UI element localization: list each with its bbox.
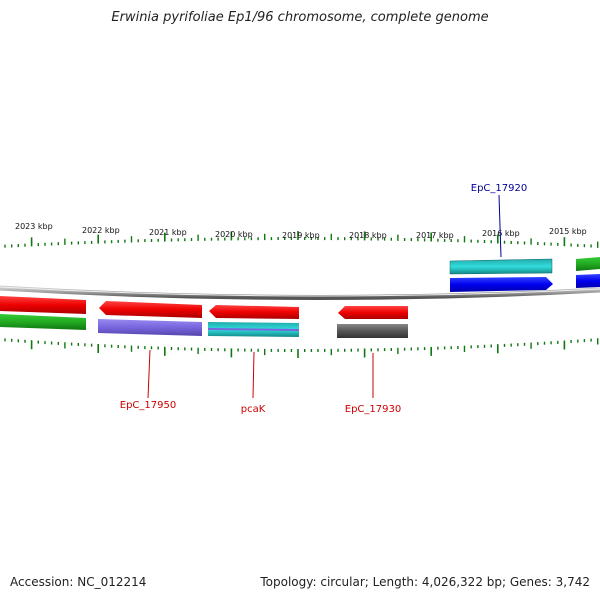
gene-pcaK-band bbox=[208, 328, 299, 331]
gene-label-EpC_17920[interactable]: EpC_17920 bbox=[471, 183, 527, 194]
gene-blue-forward-edge[interactable] bbox=[576, 274, 600, 288]
ruler-label-2015: 2015 kbp bbox=[549, 227, 587, 236]
ruler-label-2021: 2021 kbp bbox=[149, 228, 187, 237]
accession-text: Accession: NC_012214 bbox=[10, 575, 147, 589]
inner-ruler-ticks bbox=[4, 338, 599, 358]
gene-EpC_17920[interactable] bbox=[450, 277, 553, 292]
gene-label-EpC_17930[interactable]: EpC_17930 bbox=[345, 404, 401, 415]
gene-label-EpC_17950[interactable]: EpC_17950 bbox=[120, 400, 176, 411]
leader-pcaK bbox=[252, 351, 255, 399]
gene-red-3[interactable] bbox=[209, 305, 299, 319]
gene-red-4[interactable] bbox=[338, 306, 408, 319]
gene-red-left[interactable] bbox=[0, 296, 86, 314]
gene-red-2[interactable] bbox=[99, 301, 202, 318]
gene-cyan-forward[interactable] bbox=[449, 258, 553, 275]
outer-ruler-ticks bbox=[4, 231, 599, 248]
gene-green-left[interactable] bbox=[0, 314, 86, 330]
genome-summary-text: Topology: circular; Length: 4,026,322 bp… bbox=[260, 575, 590, 589]
ruler-label-2018: 2018 kbp bbox=[349, 231, 387, 240]
gene-EpC_17950[interactable] bbox=[98, 319, 202, 336]
chromosome-backbone-highlight bbox=[0, 286, 600, 297]
ruler-label-2022: 2022 kbp bbox=[82, 226, 120, 235]
gene-green-forward[interactable] bbox=[576, 257, 600, 271]
ruler-label-2016: 2016 kbp bbox=[482, 229, 520, 238]
leader-EpC_17950 bbox=[147, 349, 151, 399]
ruler-label-2019: 2019 kbp bbox=[282, 231, 320, 240]
gene-label-pcaK[interactable]: pcaK bbox=[241, 404, 266, 415]
ruler-labels: 2023 kbp 2022 kbp 2021 kbp 2020 kbp 2019… bbox=[15, 222, 587, 240]
map-title: Erwinia pyrifoliae Ep1/96 chromosome, co… bbox=[111, 10, 489, 25]
ruler-label-2020: 2020 kbp bbox=[215, 230, 253, 239]
ruler-label-2023: 2023 kbp bbox=[15, 222, 53, 231]
chromosome-backbone bbox=[0, 285, 600, 301]
leader-EpC_17920 bbox=[498, 194, 502, 258]
ruler-label-2017: 2017 kbp bbox=[416, 231, 454, 240]
gene-EpC_17930[interactable] bbox=[337, 324, 408, 338]
